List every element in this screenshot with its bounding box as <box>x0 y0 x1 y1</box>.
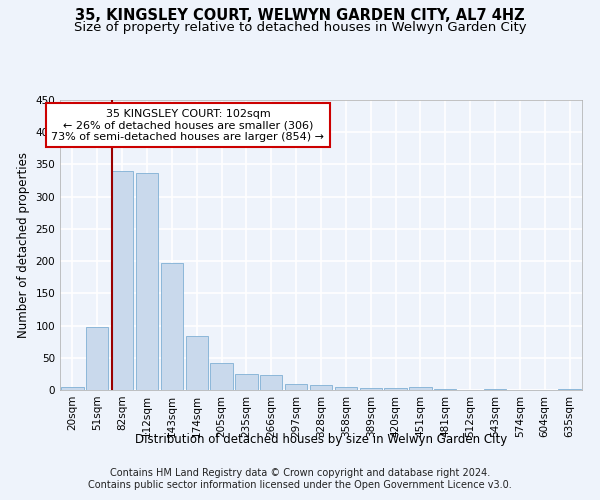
Bar <box>335 387 357 390</box>
Bar <box>310 385 332 390</box>
Bar <box>211 363 233 390</box>
Bar <box>285 384 307 390</box>
Bar <box>61 387 83 390</box>
Bar <box>185 336 208 390</box>
Bar <box>86 327 109 390</box>
Bar <box>559 388 581 390</box>
Text: 35, KINGSLEY COURT, WELWYN GARDEN CITY, AL7 4HZ: 35, KINGSLEY COURT, WELWYN GARDEN CITY, … <box>75 8 525 22</box>
Bar <box>359 388 382 390</box>
Bar <box>161 263 183 390</box>
Bar <box>136 173 158 390</box>
Text: Contains HM Land Registry data © Crown copyright and database right 2024.: Contains HM Land Registry data © Crown c… <box>110 468 490 477</box>
Bar <box>260 375 283 390</box>
Bar <box>409 387 431 390</box>
Bar <box>235 374 257 390</box>
Text: 35 KINGSLEY COURT: 102sqm
← 26% of detached houses are smaller (306)
73% of semi: 35 KINGSLEY COURT: 102sqm ← 26% of detac… <box>52 108 325 142</box>
Text: Distribution of detached houses by size in Welwyn Garden City: Distribution of detached houses by size … <box>135 432 507 446</box>
Text: Contains public sector information licensed under the Open Government Licence v3: Contains public sector information licen… <box>88 480 512 490</box>
Bar <box>385 388 407 390</box>
Y-axis label: Number of detached properties: Number of detached properties <box>17 152 30 338</box>
Bar <box>111 171 133 390</box>
Text: Size of property relative to detached houses in Welwyn Garden City: Size of property relative to detached ho… <box>74 21 526 34</box>
